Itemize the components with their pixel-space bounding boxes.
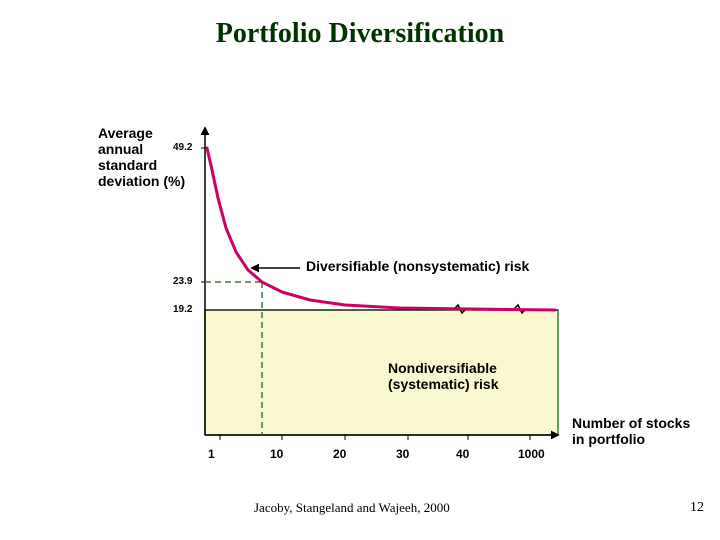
diversifiable-risk-label: Diversifiable (nonsystematic) risk xyxy=(306,258,529,274)
citation: Jacoby, Stangeland and Wajeeh, 2000 xyxy=(254,500,450,516)
nondiversifiable-risk-label: Nondiversifiable(systematic) risk xyxy=(388,360,499,392)
y-tick-label: 19.2 xyxy=(173,304,192,315)
x-axis-label: Number of stocksin portfolio xyxy=(572,415,690,447)
y-tick-label: 23.9 xyxy=(173,276,192,287)
x-tick-label: 1000 xyxy=(518,447,545,461)
x-tick-label: 10 xyxy=(270,447,283,461)
x-tick-label: 20 xyxy=(333,447,346,461)
x-tick-label: 40 xyxy=(456,447,469,461)
x-tick-label: 30 xyxy=(396,447,409,461)
page-number: 12 xyxy=(690,500,704,516)
y-axis-label: Averageannualstandarddeviation (%) xyxy=(98,125,185,189)
y-tick-label: 49.2 xyxy=(173,142,192,153)
x-tick-label: 1 xyxy=(208,447,215,461)
